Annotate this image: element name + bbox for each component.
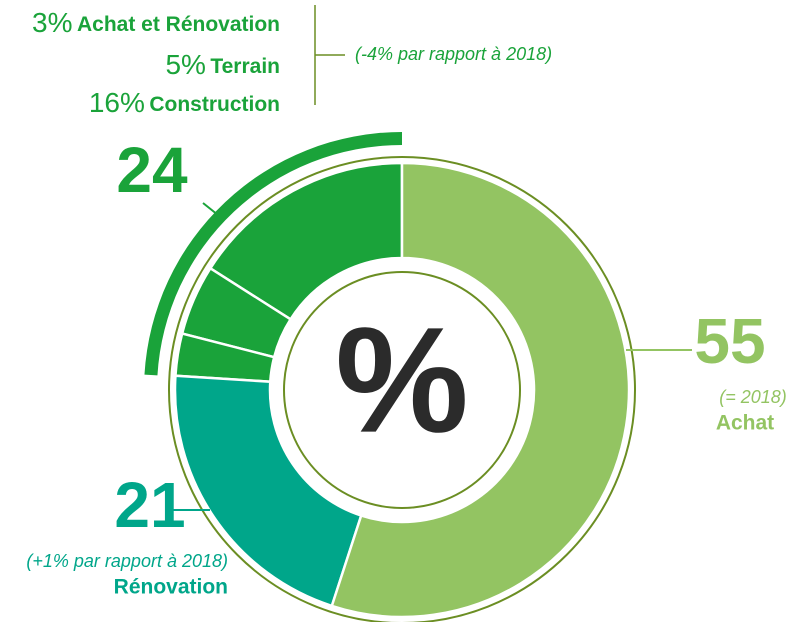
- legend-entry: 3% Achat et Rénovation: [32, 7, 280, 38]
- donut-segment: [180, 266, 293, 359]
- category-label: Achat: [716, 412, 774, 435]
- value-label: 21: [114, 469, 185, 541]
- category-label: Rénovation: [114, 576, 228, 599]
- value-label: 5%: [165, 49, 205, 80]
- legend-entry: 16% Construction: [89, 87, 280, 118]
- donut-segment: [330, 161, 631, 619]
- category-label: Construction: [149, 93, 280, 116]
- annotation: (+1% par rapport à 2018): [26, 551, 228, 571]
- legend-entry: 5% Terrain: [165, 49, 280, 80]
- group-arc: [144, 132, 402, 376]
- value-label: 55: [694, 305, 765, 377]
- donut-segment: [174, 332, 276, 384]
- group-note: (-4% par rapport à 2018): [355, 44, 552, 64]
- outer-ring: [168, 156, 636, 622]
- annotation: (= 2018): [719, 387, 787, 407]
- group-value: 24: [116, 134, 188, 206]
- donut-segment: [173, 374, 363, 608]
- category-label: Terrain: [210, 55, 280, 78]
- value-label: 3%: [32, 7, 72, 38]
- category-label: Achat et Rénovation: [77, 13, 280, 36]
- inner-ring: [283, 271, 521, 509]
- center-label: %: [335, 296, 468, 464]
- donut-segment: [208, 161, 404, 321]
- value-label: 16%: [89, 87, 145, 118]
